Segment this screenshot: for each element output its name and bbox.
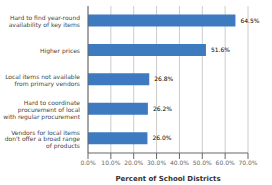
svg-text:26.8%: 26.8%: [154, 75, 173, 82]
svg-text:Hard to find year-roundavailab: Hard to find year-roundavailability of k…: [9, 14, 81, 29]
svg-text:70.0%: 70.0%: [238, 159, 257, 166]
svg-text:40.0%: 40.0%: [170, 159, 189, 166]
svg-text:Vendors for local itemsdon't o: Vendors for local itemsdon't offer a bro…: [5, 128, 81, 150]
svg-text:64.5%: 64.5%: [240, 17, 259, 24]
svg-text:20.0%: 20.0%: [124, 159, 143, 166]
svg-text:Percent of School Districts: Percent of School Districts: [115, 175, 220, 183]
svg-text:60.0%: 60.0%: [216, 159, 235, 166]
svg-text:Higher prices: Higher prices: [40, 47, 80, 55]
svg-text:0.0%: 0.0%: [80, 159, 96, 166]
svg-text:30.0%: 30.0%: [147, 159, 166, 166]
svg-text:Hard to coordinateprocurement: Hard to coordinateprocurement of localwi…: [3, 99, 80, 121]
svg-text:50.0%: 50.0%: [193, 159, 212, 166]
svg-text:26.2%: 26.2%: [153, 105, 172, 112]
svg-text:10.0%: 10.0%: [101, 159, 120, 166]
svg-text:Local items not availablefrom: Local items not availablefrom primary ve…: [5, 73, 80, 88]
svg-text:51.6%: 51.6%: [211, 46, 230, 53]
svg-text:26.0%: 26.0%: [152, 134, 171, 141]
